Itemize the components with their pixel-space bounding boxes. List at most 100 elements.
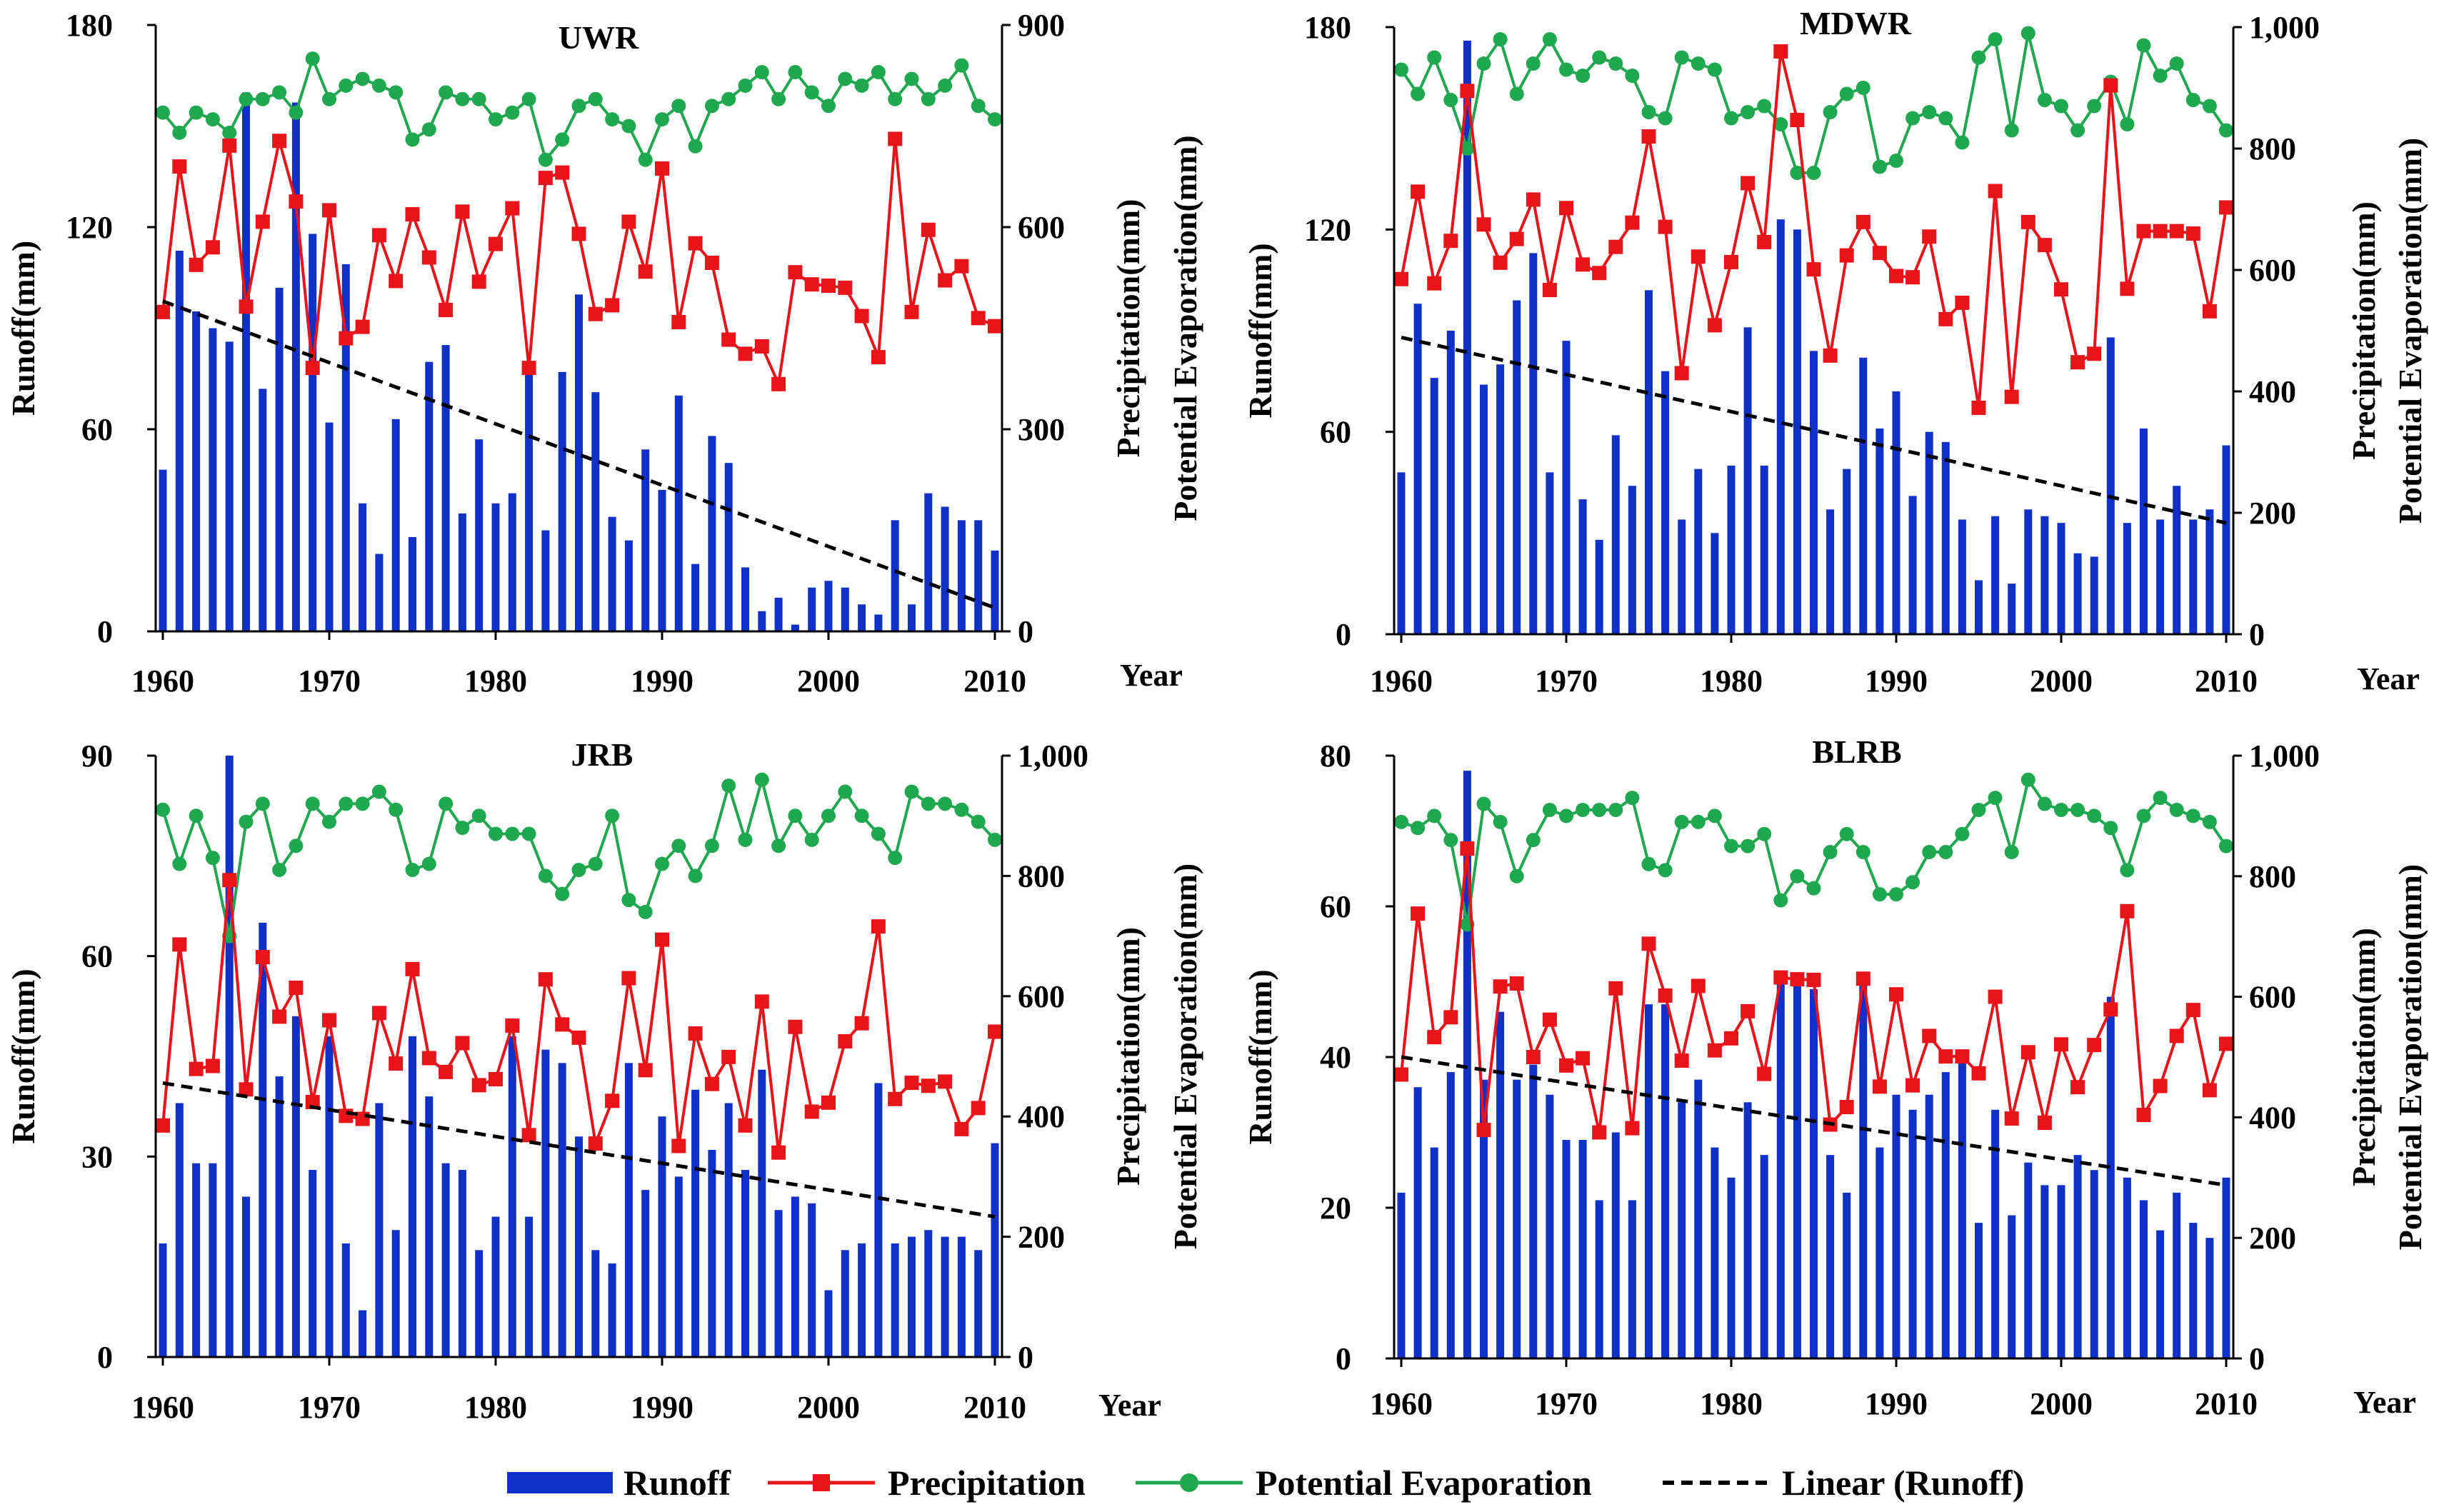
pet-point-1960: [1394, 62, 1408, 77]
pet-point-1982: [521, 826, 536, 841]
pet-point-1992: [688, 139, 703, 154]
pet-point-1998: [788, 65, 803, 80]
precip-point-2008: [2185, 226, 2200, 241]
precip-point-1965: [239, 1082, 254, 1097]
pet-point-1985: [571, 99, 586, 114]
precip-point-1992: [688, 236, 703, 251]
precip-point-1993: [704, 1076, 719, 1091]
pet-point-2001: [2070, 802, 2085, 817]
runoff-bar-1969: [1546, 1094, 1554, 1358]
runoff-bar-1996: [758, 1069, 766, 1357]
runoff-bar-1970: [325, 422, 334, 631]
precip-point-1990: [1889, 269, 1903, 284]
pet-point-1977: [439, 85, 454, 100]
runoff-bar-1965: [1480, 384, 1488, 634]
runoff-bars: [1397, 40, 2230, 635]
runoff-bar-1977: [441, 1163, 450, 1357]
pet-point-1994: [721, 91, 736, 106]
precip-point-1961: [172, 159, 187, 174]
pet-markers: [156, 772, 1002, 943]
pet-point-1976: [1658, 111, 1673, 126]
runoff-bar-1977: [441, 345, 450, 631]
runoff-bar-1982: [525, 1216, 534, 1357]
pet-point-1989: [1872, 887, 1887, 902]
runoff-bar-2010: [991, 1143, 999, 1357]
runoff-bar-2008: [957, 1236, 966, 1357]
pet-point-2002: [2087, 99, 2102, 114]
runoff-bar-1987: [608, 1263, 616, 1357]
legend-precip-marker: [813, 1474, 830, 1491]
pet-point-2008: [2185, 808, 2200, 823]
runoff-bar-1996: [1991, 516, 2000, 634]
runoff-bar-2001: [841, 1250, 849, 1357]
pet-point-1961: [172, 125, 187, 140]
precip-point-1985: [1806, 972, 1821, 987]
runoff-bar-1986: [1826, 1155, 1835, 1358]
pet-point-1978: [1691, 814, 1706, 829]
pet-point-1985: [571, 862, 586, 877]
pet-point-2008: [2185, 93, 2200, 107]
runoff-bar-2003: [2106, 337, 2115, 634]
precip-point-2006: [921, 1078, 936, 1093]
precip-point-1976: [1658, 988, 1673, 1003]
precip-point-1971: [339, 331, 354, 346]
precip-point-1978: [455, 1036, 470, 1051]
runoff-bar-2008: [2189, 1223, 2198, 1358]
runoff-bar-1976: [1661, 371, 1670, 634]
left-tick-label: 0: [97, 614, 113, 649]
pet-point-1972: [355, 796, 370, 811]
precip-point-2001: [838, 1033, 853, 1048]
precip-point-2010: [988, 1024, 1002, 1039]
pet-point-1971: [1576, 802, 1591, 817]
runoff-bar-2006: [924, 493, 933, 631]
runoff-bar-1976: [1661, 1004, 1670, 1358]
runoff-bar-1983: [1776, 219, 1785, 635]
runoff-bar-1992: [691, 564, 700, 631]
runoff-bar-1964: [225, 341, 234, 631]
runoff-bar-1972: [359, 503, 367, 631]
precip-point-1998: [2020, 214, 2035, 229]
right-tick-label: 600: [2249, 980, 2296, 1015]
legend-pet-marker: [1180, 1473, 1198, 1492]
pet-point-2004: [2120, 863, 2135, 878]
pet-point-2005: [2136, 808, 2151, 823]
precip-point-1997: [2004, 1111, 2019, 1126]
runoff-bar-1982: [525, 371, 534, 631]
runoff-bar-2000: [824, 581, 833, 631]
pet-point-1981: [505, 826, 520, 841]
precip-point-1982: [521, 361, 536, 376]
pet-point-1964: [1460, 141, 1475, 156]
pet-point-1994: [1955, 826, 1970, 841]
precip-point-2003: [871, 350, 886, 365]
pet-point-1981: [505, 105, 520, 120]
legend: Runoff Precipitation Potential Evaporati…: [507, 1463, 2024, 1503]
left-tick-label: 0: [1336, 1341, 1351, 1376]
precip-point-1968: [289, 194, 304, 209]
precip-point-1972: [1592, 266, 1607, 281]
right-tick-label: 900: [1018, 8, 1065, 43]
precip-point-1983: [1773, 970, 1788, 985]
runoff-bar-1988: [1859, 357, 1868, 634]
pet-point-1997: [771, 91, 786, 106]
right-tick-label: 0: [2249, 1341, 2265, 1376]
precip-point-2001: [2070, 355, 2085, 370]
precip-point-1973: [371, 1006, 386, 1021]
right-tick-label: 600: [1018, 979, 1065, 1014]
x-tick-label: 2000: [2030, 664, 2093, 699]
runoff-bar-1967: [1513, 1079, 1521, 1358]
pet-point-1962: [1427, 50, 1442, 65]
pet-point-1988: [1855, 81, 1870, 95]
runoff-bar-1963: [1446, 1072, 1455, 1358]
precip-point-1991: [671, 1138, 686, 1153]
runoff-bar-1964: [1463, 771, 1471, 1358]
runoff-bar-1985: [575, 294, 583, 631]
runoff-bar-1960: [1397, 472, 1406, 634]
x-tick-label: 2010: [963, 1390, 1026, 1425]
runoff-bar-2006: [924, 1230, 933, 1357]
pet-point-1969: [1542, 32, 1557, 46]
precip-point-1977: [439, 1064, 454, 1079]
precip-point-1975: [1641, 129, 1656, 144]
precip-point-1967: [272, 1009, 287, 1024]
precip-point-1970: [1559, 201, 1573, 216]
runoff-bar-1967: [275, 1076, 284, 1357]
